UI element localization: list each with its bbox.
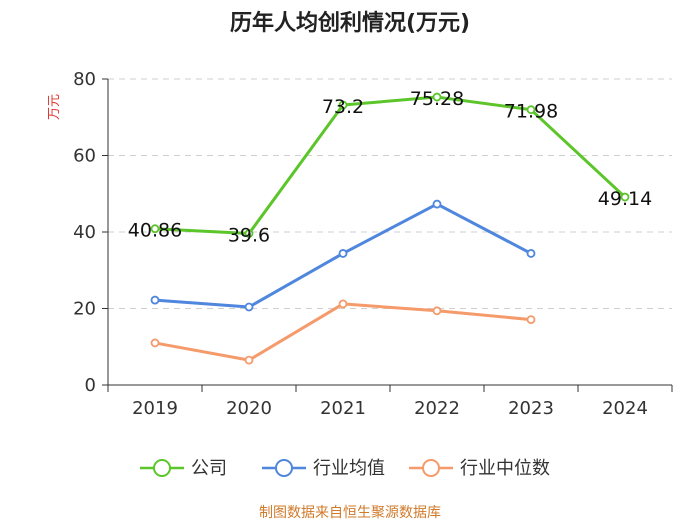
- y-tick-label-80: 80: [73, 69, 96, 90]
- grid-lines: [108, 78, 672, 309]
- data-point-1-2022: [432, 199, 442, 209]
- data-point-1-2021: [338, 249, 348, 258]
- x-tick-label-2021: 2021: [320, 398, 366, 419]
- chart-title: 历年人均创利情况(万元): [230, 10, 470, 36]
- data-label-0-2024: 49.14: [598, 188, 652, 210]
- series-2: [150, 299, 536, 365]
- axes: 0 20 40 60 80 2019 2020 2021 2022 2023 2024: [73, 69, 673, 419]
- data-label-0-2021: 73.2: [322, 96, 364, 118]
- legend-marker-2: [422, 459, 440, 477]
- legend-item-1[interactable]: 行业均值: [262, 458, 385, 479]
- series-line-0: [154, 95, 627, 236]
- data-point-1-2020: [244, 302, 254, 312]
- y-axis-label: 万元: [47, 94, 62, 120]
- x-tick-label-2022: 2022: [414, 398, 460, 419]
- data-point-0-2023: [526, 105, 536, 115]
- legend-item-0[interactable]: 公司: [140, 458, 227, 479]
- data-point-2-2023: [526, 315, 536, 324]
- series-layer: 40.86 39.6 73.2 75.28 71.98 49.14: [128, 88, 652, 365]
- data-point-2-2022: [432, 306, 442, 316]
- data-point-2-2021: [338, 299, 348, 309]
- legend-marker-0: [153, 459, 171, 477]
- legend-label-2: 行业中位数: [460, 458, 550, 479]
- data-label-0-2022: 75.28: [410, 88, 464, 110]
- data-point-2-2020: [244, 355, 254, 365]
- legend[interactable]: 公司 行业均值 行业中位数: [140, 458, 550, 479]
- x-tick-label-2024: 2024: [602, 398, 648, 419]
- data-point-0-2024: [620, 192, 630, 202]
- series-0: 40.86 39.6 73.2 75.28 71.98 49.14: [128, 88, 652, 246]
- legend-label-0: 公司: [191, 458, 227, 479]
- x-tick-label-2020: 2020: [226, 398, 272, 419]
- data-point-0-2020: [244, 229, 254, 238]
- series-line-2: [154, 302, 532, 362]
- data-point-2-2019: [150, 338, 160, 348]
- legend-item-2[interactable]: 行业中位数: [409, 458, 550, 479]
- data-point-0-2022: [432, 92, 442, 102]
- x-tick-label-2023: 2023: [508, 398, 554, 419]
- y-tick-label-20: 20: [73, 299, 96, 320]
- data-point-0-2021: [338, 100, 348, 110]
- y-tick-label-40: 40: [73, 222, 96, 243]
- data-label-0-2023: 71.98: [504, 101, 558, 123]
- y-tick-label-0: 0: [85, 375, 96, 396]
- x-tick-label-2019: 2019: [132, 398, 178, 419]
- data-label-0-2019: 40.86: [128, 220, 182, 242]
- data-point-1-2023: [526, 249, 536, 258]
- data-label-0-2020: 39.6: [228, 225, 270, 247]
- y-tick-label-60: 60: [73, 146, 96, 167]
- series-1: [150, 199, 536, 312]
- data-point-0-2019: [150, 224, 160, 234]
- source-note: 制图数据来自恒生聚源数据库: [259, 505, 441, 521]
- data-point-1-2019: [150, 295, 160, 305]
- legend-marker-1: [275, 459, 293, 477]
- legend-label-1: 行业均值: [313, 458, 385, 479]
